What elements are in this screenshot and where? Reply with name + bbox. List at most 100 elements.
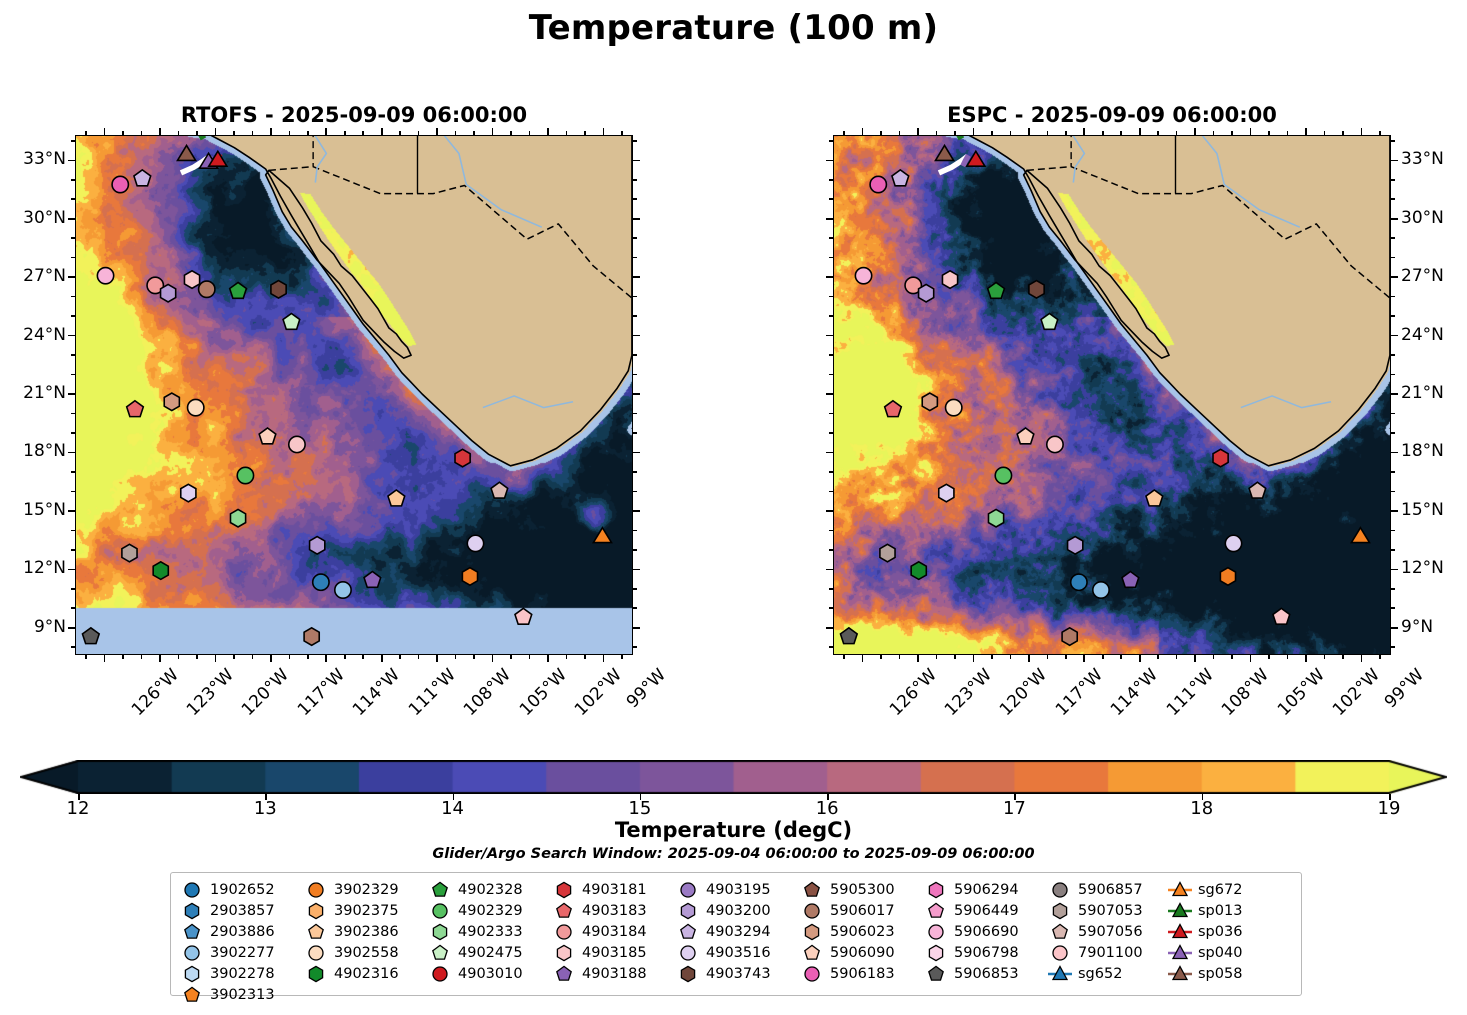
legend-item-4903010[interactable]: 4903010 [427,963,551,984]
legend-item-sp013[interactable]: sp013 [1167,900,1277,921]
float-marker-5906017b[interactable] [303,626,321,647]
float-marker-5906090[interactable] [258,426,277,445]
float-marker-4903743[interactable] [1028,279,1045,299]
legend-item-5905300[interactable]: 5905300 [799,879,923,900]
float-marker-3902558[interactable] [944,398,963,417]
float-marker-4902475[interactable] [282,312,301,331]
float-marker-3902386[interactable] [1145,489,1164,507]
float-marker-4903200b[interactable] [1066,535,1084,556]
float-marker-4903185b[interactable] [287,435,306,454]
float-marker-4903188[interactable] [363,570,382,589]
legend-item-3902278[interactable]: 3902278 [179,963,303,984]
colorbar[interactable] [20,760,1447,794]
float-marker-3902329[interactable] [1219,566,1237,587]
float-marker-4903200[interactable] [917,283,935,303]
float-marker-4903181[interactable] [454,448,471,468]
float-marker-4903185[interactable] [183,269,201,290]
float-marker-5906853[interactable] [839,626,859,645]
float-marker-4902333[interactable] [229,508,247,528]
legend-item-7901100[interactable]: 7901100 [1047,942,1167,963]
legend-item-5907053[interactable]: 5907053 [1047,900,1167,921]
float-marker-sp036[interactable] [207,149,229,167]
float-marker-4903294[interactable] [891,168,910,187]
float-marker-3902277[interactable] [1091,581,1110,599]
float-marker-3902386[interactable] [387,489,406,507]
map-panel-espc[interactable] [833,135,1391,655]
legend-item-4903183[interactable]: 4903183 [551,900,675,921]
legend-item-3902558[interactable]: 3902558 [303,942,427,963]
legend-item-3902375[interactable]: 3902375 [303,900,427,921]
legend-item-sp036[interactable]: sp036 [1167,921,1277,942]
legend-item-4903188[interactable]: 4903188 [551,963,675,984]
float-marker-4902316[interactable] [910,560,928,581]
legend-item-sg672[interactable]: sg672 [1167,879,1277,900]
float-marker-7901100[interactable] [514,607,533,626]
float-marker-5906090[interactable] [1016,426,1035,445]
legend-item-3902329[interactable]: 3902329 [303,879,427,900]
float-marker-5906690[interactable] [96,266,115,285]
legend-item-5906798[interactable]: 5906798 [923,942,1047,963]
float-marker-4903294[interactable] [133,168,152,187]
legend-item-4903195[interactable]: 4903195 [675,879,799,900]
legend-item-3902277[interactable]: 3902277 [179,942,303,963]
legend-item-4903294[interactable]: 4903294 [675,921,799,942]
float-marker-4903516[interactable] [179,483,197,503]
legend-item-4903184[interactable]: 4903184 [551,921,675,942]
float-marker-4903184[interactable] [904,276,923,295]
legend-item-4903181[interactable]: 4903181 [551,879,675,900]
float-marker-2903857[interactable] [311,573,330,592]
legend-item-sp058[interactable]: sp058 [1167,963,1277,984]
float-marker-5906853[interactable] [81,626,101,645]
float-marker-4903181[interactable] [1212,448,1229,468]
float-marker-4903516b[interactable] [466,534,485,553]
float-glider-legend[interactable]: 1902652 2903857 2903886 3902277 3902278 39023… [170,872,1302,1003]
legend-item-sg652[interactable]: sg652 [1047,963,1167,984]
legend-item-4903743[interactable]: 4903743 [675,963,799,984]
float-marker-4902316[interactable] [152,560,170,581]
float-marker-5906017b[interactable] [1061,626,1079,647]
legend-item-4902475[interactable]: 4902475 [427,942,551,963]
legend-item-2903886[interactable]: 2903886 [179,921,303,942]
float-marker-5906017[interactable] [197,280,216,299]
float-marker-2903857[interactable] [1069,573,1088,592]
legend-item-5906017[interactable]: 5906017 [799,900,923,921]
legend-item-5906690[interactable]: 5906690 [923,921,1047,942]
float-marker-3902558[interactable] [186,398,205,417]
legend-item-5906294[interactable]: 5906294 [923,879,1047,900]
float-marker-4903183[interactable] [125,399,145,418]
legend-item-5906853[interactable]: 5906853 [923,963,1047,984]
legend-item-4902328[interactable]: 4902328 [427,879,551,900]
float-marker-4902333[interactable] [987,508,1005,528]
legend-item-3902386[interactable]: 3902386 [303,921,427,942]
float-marker-3902277[interactable] [333,581,352,599]
float-marker-sp036[interactable] [965,149,987,167]
float-marker-4902328[interactable] [228,281,248,300]
float-marker-4903183[interactable] [883,399,903,418]
float-marker-sg672[interactable] [1349,526,1371,544]
float-marker-5906023[interactable] [921,392,939,412]
float-marker-4903184[interactable] [146,276,165,295]
legend-item-5907056[interactable]: 5907056 [1047,921,1167,942]
float-marker-4903516[interactable] [937,483,955,503]
float-marker-sp058[interactable] [934,143,956,162]
float-marker-4903185b[interactable] [1045,435,1064,454]
float-marker-5906690[interactable] [854,266,873,285]
float-marker-sp058[interactable] [176,143,198,162]
float-marker-4902329[interactable] [994,466,1013,485]
float-marker-4903200[interactable] [159,283,177,303]
float-marker-4903200b[interactable] [308,535,326,556]
legend-item-4903185[interactable]: 4903185 [551,942,675,963]
float-marker-5907053[interactable] [879,543,896,563]
legend-item-5906090[interactable]: 5906090 [799,942,923,963]
float-marker-5907053[interactable] [121,543,138,563]
float-marker-4902329[interactable] [236,466,255,485]
legend-item-4902333[interactable]: 4902333 [427,921,551,942]
float-marker-5907056[interactable] [1248,481,1267,499]
map-panel-rtofs[interactable] [75,135,633,655]
float-marker-5906183[interactable] [869,175,888,194]
float-marker-4903516b[interactable] [1224,534,1243,553]
float-marker-7901100[interactable] [1272,607,1291,626]
float-marker-sg672[interactable] [591,526,613,544]
legend-item-4903516[interactable]: 4903516 [675,942,799,963]
float-marker-4903743[interactable] [270,279,287,299]
